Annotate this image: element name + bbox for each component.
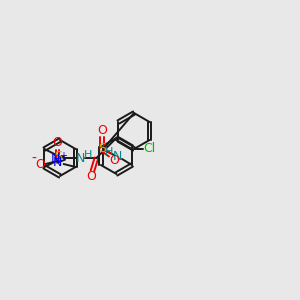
Text: -: - (31, 152, 36, 166)
Text: O: O (109, 154, 119, 167)
Text: Cl: Cl (143, 142, 155, 155)
Text: H: H (105, 147, 113, 157)
Text: N: N (53, 155, 62, 169)
Text: N: N (112, 149, 122, 163)
Text: N: N (51, 152, 60, 166)
Text: N: N (76, 152, 85, 164)
Text: S: S (98, 142, 106, 155)
Text: S: S (54, 149, 62, 163)
Text: O: O (97, 124, 107, 137)
Text: O: O (86, 170, 96, 184)
Text: H: H (84, 150, 93, 160)
Text: +: + (58, 151, 67, 161)
Text: O: O (53, 136, 62, 149)
Text: O: O (36, 158, 46, 170)
